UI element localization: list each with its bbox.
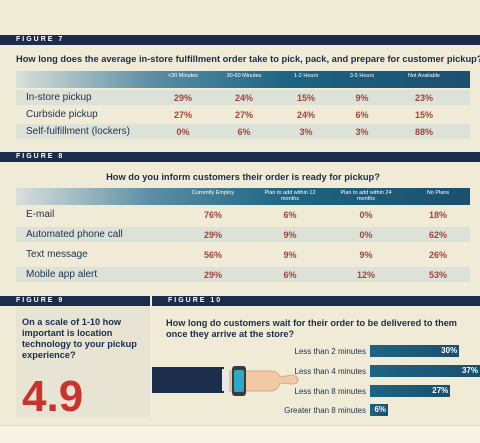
figure-9-score: 4.9 bbox=[22, 372, 84, 421]
figure-9-label: FIGURE 9 bbox=[0, 296, 150, 306]
table-cell: 6% bbox=[283, 210, 297, 220]
table-cell: 56% bbox=[203, 250, 222, 260]
table-row: E-mail 76% 6% 0% 18% bbox=[16, 207, 470, 222]
table-cell: 24% bbox=[296, 110, 315, 120]
column-header: Plan to add within 12 months bbox=[264, 190, 316, 202]
bar-value-label: 6% bbox=[374, 405, 386, 414]
table-cell: 9% bbox=[359, 250, 373, 260]
bar: 37% bbox=[370, 365, 480, 377]
table-cell: 76% bbox=[203, 210, 222, 220]
table-cell: 0% bbox=[359, 210, 373, 220]
table-cell: 9% bbox=[355, 93, 369, 103]
arm-icon bbox=[152, 366, 299, 396]
table-cell: 6% bbox=[283, 270, 297, 280]
bar-value-label: 27% bbox=[432, 386, 449, 395]
figure-7-label: FIGURE 7 bbox=[0, 35, 480, 45]
figure-7-panel: How long does the average in-store fulfi… bbox=[16, 45, 480, 145]
table-cell: 24% bbox=[234, 93, 253, 103]
figure-9-panel: On a scale of 1-10 how important is loca… bbox=[16, 307, 150, 421]
column-header: Currently Employ bbox=[191, 190, 235, 196]
table-row: Mobile app alert 29% 6% 12% 53% bbox=[16, 267, 470, 282]
column-header: 3-5 Hours bbox=[349, 73, 375, 79]
row-label: In-store pickup bbox=[26, 92, 92, 103]
row-label: E-mail bbox=[26, 209, 55, 220]
column-header: Not Available bbox=[407, 73, 440, 79]
bar-label: Less than 8 minutes bbox=[294, 387, 366, 396]
table-row: Text message 56% 9% 9% 26% bbox=[16, 247, 470, 262]
column-header: <30 Minutes bbox=[167, 73, 199, 79]
table-cell: 15% bbox=[414, 110, 433, 120]
table-cell: 53% bbox=[428, 270, 447, 280]
table-row: In-store pickup 29% 24% 15% 9% 23% bbox=[16, 90, 470, 105]
row-label: Self-fulfillment (lockers) bbox=[26, 126, 130, 137]
table-row: Automated phone call 29% 9% 0% 62% bbox=[16, 227, 470, 242]
figure-7-question: How long does the average in-store fulfi… bbox=[16, 54, 480, 64]
table-cell: 27% bbox=[173, 110, 192, 120]
table-cell: 15% bbox=[296, 93, 315, 103]
table-cell: 23% bbox=[414, 93, 433, 103]
bar-value-label: 37% bbox=[461, 366, 478, 375]
table-cell: 6% bbox=[237, 127, 251, 137]
bar-label: Less than 4 minutes bbox=[294, 367, 366, 376]
table-cell: 29% bbox=[203, 230, 222, 240]
column-header: 30-60 Minutes bbox=[226, 73, 262, 79]
table-cell: 9% bbox=[283, 230, 297, 240]
figure-10-panel: How long do customers wait for their ord… bbox=[152, 307, 480, 417]
column-header: Plan to add within 24 months bbox=[340, 190, 392, 202]
figure-8-question: How do you inform customers their order … bbox=[106, 172, 380, 182]
smartwatch-icon bbox=[232, 366, 246, 396]
table-row: Self-fulfillment (lockers) 0% 6% 3% 3% 88% bbox=[16, 124, 470, 139]
figure-8-panel: How do you inform customers their order … bbox=[16, 162, 470, 290]
figure-10-label: FIGURE 10 bbox=[152, 296, 480, 306]
bar-label: Greater than 8 minutes bbox=[284, 406, 366, 415]
table-cell: 29% bbox=[203, 270, 222, 280]
bar: 27% bbox=[370, 385, 451, 397]
table-row: Curbside pickup 27% 27% 24% 6% 15% bbox=[16, 107, 470, 122]
table-cell: 0% bbox=[176, 127, 190, 137]
table-cell: 27% bbox=[234, 110, 253, 120]
table-cell: 29% bbox=[173, 93, 192, 103]
row-label: Curbside pickup bbox=[26, 109, 98, 120]
figure-7-header: <30 Minutes 30-60 Minutes 1-2 Hours 3-5 Hou… bbox=[16, 71, 470, 88]
row-label: Automated phone call bbox=[26, 229, 123, 240]
figure-9-question: On a scale of 1-10 how important is loca… bbox=[22, 317, 137, 360]
table-cell: 88% bbox=[414, 127, 433, 137]
column-header: 1-2 Hours bbox=[293, 73, 319, 79]
figure-10-question: How long do customers wait for their ord… bbox=[166, 318, 457, 339]
table-cell: 26% bbox=[428, 250, 447, 260]
bar-value-label: 30% bbox=[441, 346, 458, 355]
figure-8-header: Currently Employ Plan to add within 12 mo… bbox=[16, 188, 470, 205]
table-cell: 3% bbox=[299, 127, 313, 137]
page-footer bbox=[0, 425, 480, 443]
table-cell: 62% bbox=[428, 230, 447, 240]
table-cell: 18% bbox=[428, 210, 447, 220]
bar: 30% bbox=[370, 345, 460, 357]
table-cell: 12% bbox=[356, 270, 375, 280]
bar-label: Less than 2 minutes bbox=[294, 347, 366, 356]
row-label: Text message bbox=[26, 249, 88, 260]
table-cell: 3% bbox=[355, 127, 369, 137]
figure-8-label: FIGURE 8 bbox=[0, 152, 480, 162]
bar: 6% bbox=[370, 404, 388, 416]
column-header: No Plans bbox=[426, 190, 450, 196]
row-label: Mobile app alert bbox=[26, 269, 98, 280]
table-cell: 6% bbox=[355, 110, 369, 120]
table-cell: 0% bbox=[359, 230, 373, 240]
table-cell: 9% bbox=[283, 250, 297, 260]
